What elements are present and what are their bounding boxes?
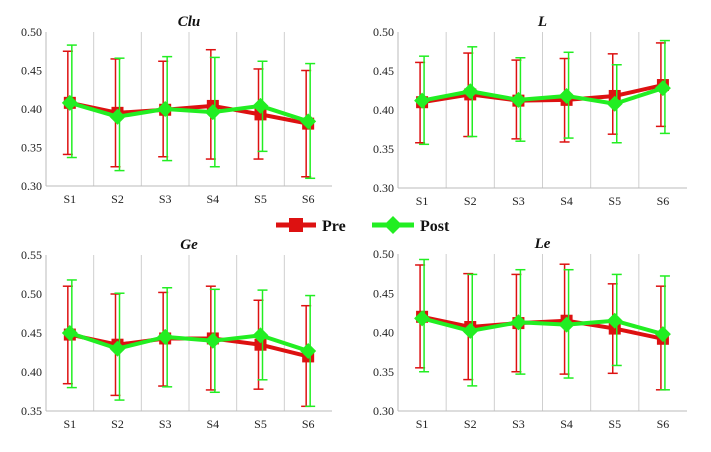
x-tick-label: S1 — [63, 417, 76, 431]
data-point-post — [157, 328, 174, 345]
x-tick-label: S1 — [416, 194, 429, 208]
x-tick-label: S4 — [206, 417, 219, 431]
y-tick-label: 0.50 — [21, 25, 42, 39]
data-point-post — [462, 322, 479, 339]
panel-ge: 0.35 0.40 0.45 0.50 0.55 S1 S2 S3 S4 S5 S6 Ge — [21, 237, 332, 431]
data-point-post — [414, 310, 431, 327]
y-tick-label: 0.30 — [21, 179, 42, 193]
y-tick-label: 0.30 — [373, 181, 394, 195]
x-tick-label: S2 — [464, 194, 477, 208]
panel-l: 0.30 0.35 0.40 0.45 0.50 S1 S2 S3 S4 S5 S6 L — [373, 14, 687, 208]
series-line — [69, 100, 309, 124]
x-tick-label: S2 — [111, 192, 124, 206]
series-line — [421, 86, 664, 106]
panel-le: 0.30 0.35 0.40 0.45 0.50 S1 S2 S3 S4 S5 S6 Le — [373, 236, 687, 431]
legend-post: Post — [372, 216, 450, 235]
data-point-post — [462, 83, 479, 100]
data-point-post — [510, 91, 527, 108]
y-tick-label: 0.55 — [21, 248, 42, 262]
y-tick-label: 0.45 — [373, 286, 394, 300]
data-point-post — [252, 327, 269, 344]
y-tick-label: 0.30 — [373, 404, 394, 418]
data-point-pre — [254, 108, 267, 121]
legend-post-marker — [384, 216, 402, 234]
y-tick-label: 0.40 — [373, 103, 394, 117]
y-tick-label: 0.45 — [21, 326, 42, 340]
x-tick-label: S3 — [512, 194, 525, 208]
x-tick-label: S6 — [657, 417, 670, 431]
y-tick-label: 0.35 — [21, 404, 42, 418]
legend: Pre Post — [276, 216, 450, 235]
data-point-post — [61, 325, 78, 341]
x-tick-label: S5 — [608, 194, 621, 208]
x-tick-label: S5 — [254, 192, 267, 206]
series-post — [414, 258, 671, 391]
panel-title: Clu — [178, 14, 201, 30]
data-point-post — [654, 80, 671, 97]
x-tick-label: S6 — [657, 194, 670, 208]
y-tick-label: 0.35 — [21, 141, 42, 155]
x-tick-label: S3 — [159, 192, 172, 206]
y-tick-label: 0.40 — [21, 102, 42, 116]
x-tick-label: S5 — [254, 417, 267, 431]
panel-title: Le — [534, 236, 551, 252]
data-point-pre — [254, 338, 267, 351]
data-point-post — [606, 312, 623, 329]
data-point-post — [510, 314, 527, 331]
data-point-post — [558, 87, 575, 104]
data-point-post — [414, 92, 431, 109]
data-point-post — [606, 95, 623, 112]
panel-title: L — [537, 14, 547, 30]
x-tick-label: S1 — [416, 417, 429, 431]
data-point-post — [204, 332, 221, 349]
y-tick-label: 0.40 — [373, 326, 394, 340]
y-tick-label: 0.35 — [373, 142, 394, 156]
legend-post-label: Post — [420, 218, 450, 235]
series-line — [421, 83, 664, 105]
panel-clu: 0.30 0.35 0.40 0.45 0.50 S1 S2 S3 S4 S5 S6 Clu — [21, 14, 332, 206]
data-point-post — [109, 108, 126, 125]
x-tick-label: S4 — [560, 417, 573, 431]
x-tick-label: S2 — [464, 417, 477, 431]
y-tick-label: 0.45 — [21, 64, 42, 78]
legend-pre: Pre — [276, 218, 346, 235]
y-tick-label: 0.35 — [373, 365, 394, 379]
x-tick-label: S6 — [302, 192, 315, 206]
data-point-post — [300, 113, 317, 130]
series-line — [69, 100, 309, 126]
y-tick-label: 0.40 — [21, 365, 42, 379]
y-tick-label: 0.50 — [373, 25, 394, 39]
panel-title: Ge — [180, 237, 198, 253]
data-point-post — [558, 316, 575, 333]
y-tick-label: 0.45 — [373, 64, 394, 78]
x-tick-label: S1 — [63, 192, 76, 206]
data-point-post — [252, 97, 269, 114]
y-tick-label: 0.50 — [21, 287, 42, 301]
series-post — [61, 44, 317, 180]
x-tick-label: S3 — [159, 417, 172, 431]
x-tick-label: S3 — [512, 417, 525, 431]
series-post — [414, 39, 671, 146]
data-point-post — [654, 326, 671, 343]
y-tick-label: 0.50 — [373, 247, 394, 261]
data-point-post — [300, 342, 317, 359]
legend-pre-label: Pre — [322, 218, 346, 235]
x-tick-label: S4 — [560, 194, 573, 208]
data-point-post — [157, 101, 174, 117]
x-tick-label: S2 — [111, 417, 124, 431]
series-line — [421, 316, 664, 336]
x-tick-label: S6 — [302, 417, 315, 431]
legend-pre-marker — [289, 218, 303, 232]
data-point-post — [61, 94, 78, 111]
x-tick-label: S5 — [608, 417, 621, 431]
series-line — [69, 331, 309, 353]
data-point-post — [109, 340, 126, 357]
series-post — [61, 279, 317, 408]
x-tick-label: S4 — [206, 192, 219, 206]
data-point-post — [204, 104, 221, 121]
